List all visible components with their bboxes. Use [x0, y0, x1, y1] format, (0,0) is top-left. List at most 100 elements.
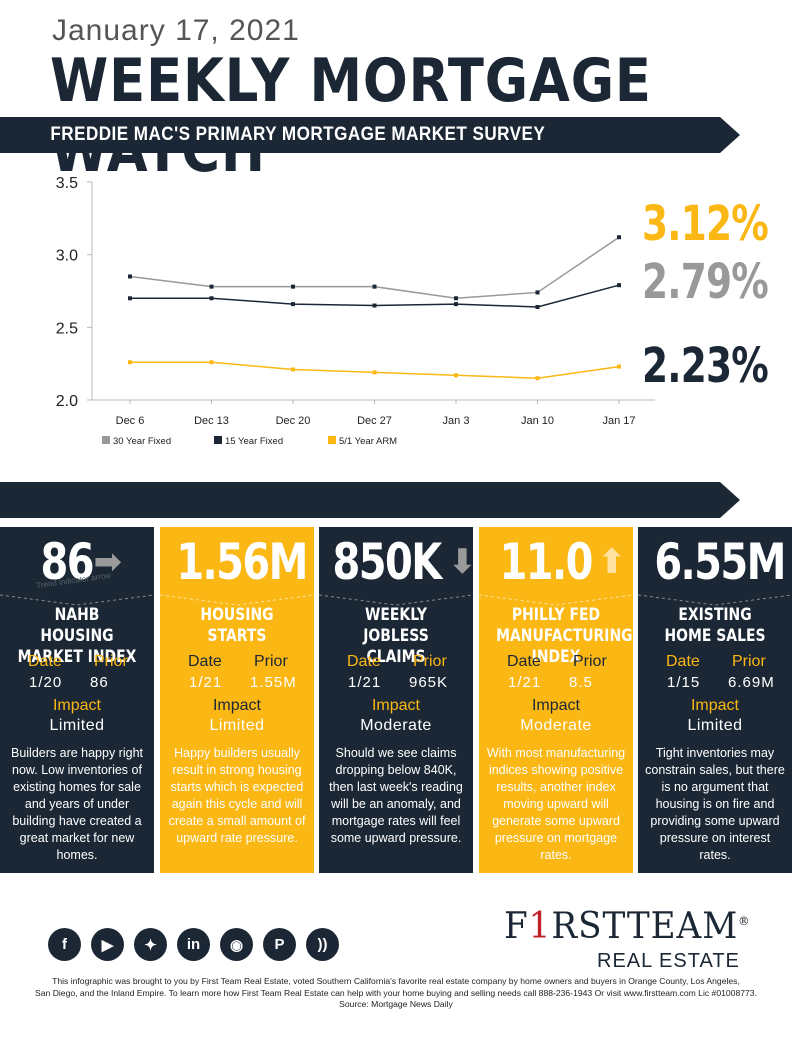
data-point [209, 296, 214, 301]
linkedin-icon[interactable]: in [177, 928, 210, 961]
indicator-description: Should we see claims dropping below 840K… [329, 746, 463, 845]
data-point [617, 364, 621, 369]
dashed-chevron-divider [638, 594, 792, 606]
date-label: Date [188, 653, 222, 670]
prior-value: 8.5 [569, 674, 593, 691]
logo-team: TEAM [626, 906, 739, 947]
indicator-card: 850K ⬇ WEEKLY JOBLESS CLAIMS Date Prior 1/21 9… [319, 527, 477, 873]
data-point [617, 235, 621, 240]
release-date: 1/15 [667, 674, 701, 691]
pinterest-icon[interactable]: P [263, 928, 296, 961]
prior-value: 965K [409, 674, 449, 691]
dashed-chevron-divider [160, 594, 314, 606]
prior-label: Prior [732, 653, 766, 670]
impact-level: Limited [49, 717, 105, 734]
y-tick-label: 2.5 [56, 320, 78, 337]
arrow-down-icon: ⬇ [448, 542, 476, 582]
legend-label: 30 Year Fixed [113, 436, 171, 447]
impact-label: Impact [531, 697, 580, 714]
x-tick-label: Jan 3 [443, 415, 470, 427]
x-tick-label: Jan 10 [521, 415, 554, 427]
logo-subtitle: REAL ESTATE [597, 950, 740, 972]
data-point [535, 376, 540, 381]
date-label: Date [347, 653, 381, 670]
report-date: January 17, 2021 [52, 14, 300, 47]
impact-label: Impact [690, 697, 739, 714]
callout-30yr: 3.12% [642, 196, 769, 252]
section-divider-banner [0, 482, 740, 518]
impact-label: Impact [52, 697, 101, 714]
indicator-name: NAHB HOUSING MARKET INDEX [17, 605, 137, 667]
logo-one: 1 [528, 906, 552, 947]
logo-letter-f: F [504, 906, 529, 947]
mortgage-rate-chart: 2.0 2.5 3.0 3.5 Dec 6 Dec 13 Dec 20 Dec 27 Jan 3… [56, 175, 655, 447]
data-point [535, 304, 540, 309]
prior-label: Prior [413, 653, 447, 670]
data-point [454, 302, 458, 307]
release-date: 1/21 [348, 674, 382, 691]
instagram-icon[interactable]: ◉ [220, 928, 253, 961]
indicator-description: Builders are happy right now. Low invent… [10, 746, 144, 862]
y-tick-label: 2.0 [56, 393, 78, 410]
x-tick-label: Dec 13 [194, 415, 229, 427]
data-point [535, 290, 540, 295]
dashed-chevron-divider [479, 594, 633, 606]
data-point [128, 296, 132, 301]
footer-line-1: This infographic was brought to you by F… [52, 976, 740, 986]
impact-label: Impact [212, 697, 261, 714]
facebook-icon[interactable]: f [48, 928, 81, 961]
legend-swatch [328, 436, 336, 444]
youtube-icon[interactable]: ▶ [91, 928, 124, 961]
legend-label: 5/1 Year ARM [339, 436, 397, 447]
prior-value: 1.55M [250, 674, 297, 691]
indicator-description: Tight inventories may constrain sales, b… [645, 746, 785, 862]
data-point [128, 360, 132, 365]
legend-label: 15 Year Fixed [225, 436, 283, 447]
indicator-value: 6.55M⬇ [638, 533, 792, 591]
series-line [129, 236, 620, 300]
indicator-value-text: 850K [332, 533, 443, 591]
dashed-chevron-divider [0, 594, 154, 606]
indicator-value: 11.0 ⬆ [479, 533, 633, 591]
indicator-value-text: 11.0 [499, 533, 594, 591]
data-point [372, 303, 377, 308]
callout-15yr: 2.79% [642, 254, 769, 310]
data-point [372, 370, 377, 375]
impact-level: Moderate [360, 717, 432, 734]
footer-disclaimer: This infographic was brought to you by F… [0, 976, 792, 1011]
indicator-value-text: 6.55M [654, 533, 786, 591]
first-team-logo[interactable]: F1RSTTEAM® [504, 906, 751, 947]
indicator-value-text: 86 [40, 533, 95, 591]
prior-label: Prior [94, 653, 128, 670]
indicator-card: 11.0 ⬆ PHILLY FED MANUFACTURING INDEX Date P… [479, 527, 633, 873]
prior-value: 6.69M [728, 674, 775, 691]
prior-label: Prior [254, 653, 288, 670]
data-point [372, 284, 377, 289]
impact-label: Impact [371, 697, 420, 714]
indicator-name: WEEKLY JOBLESS CLAIMS [363, 605, 429, 667]
logo-rst: RST [551, 906, 627, 947]
arrow-up-icon: ⬆ [597, 542, 625, 582]
series-line [130, 361, 620, 379]
indicator-name: HOUSING STARTS [200, 605, 274, 646]
rss-icon[interactable]: )) [306, 928, 339, 961]
impact-level: Limited [687, 717, 743, 734]
release-date: 1/20 [29, 674, 63, 691]
y-tick-label: 3.0 [56, 248, 78, 265]
subtitle: FREDDIE MAC'S PRIMARY MORTGAGE MARKET SU… [50, 124, 546, 145]
dashed-chevron-divider [319, 594, 473, 606]
data-point [454, 373, 458, 378]
indicator-value: 86➡ [0, 533, 154, 591]
social-links: f ▶ ✦ in ◉ P )) [48, 928, 339, 961]
twitter-icon[interactable]: ✦ [134, 928, 167, 961]
subtitle-banner: FREDDIE MAC'S PRIMARY MORTGAGE MARKET SU… [0, 117, 740, 153]
data-point [617, 283, 621, 288]
indicator-card: 1.56M⬆ HOUSING STARTS Date Prior 1/21 1.55M Im… [160, 527, 346, 873]
data-point [128, 274, 132, 279]
date-label: Date [507, 653, 541, 670]
indicator-name: PHILLY FED MANUFACTURING INDEX [496, 605, 633, 667]
data-point [291, 302, 295, 307]
x-tick-label: Dec 6 [116, 415, 145, 427]
footer-line-2: San Diego, and the Inland Empire. To lea… [35, 987, 757, 998]
indicator-value: 1.56M⬆ [160, 533, 345, 591]
